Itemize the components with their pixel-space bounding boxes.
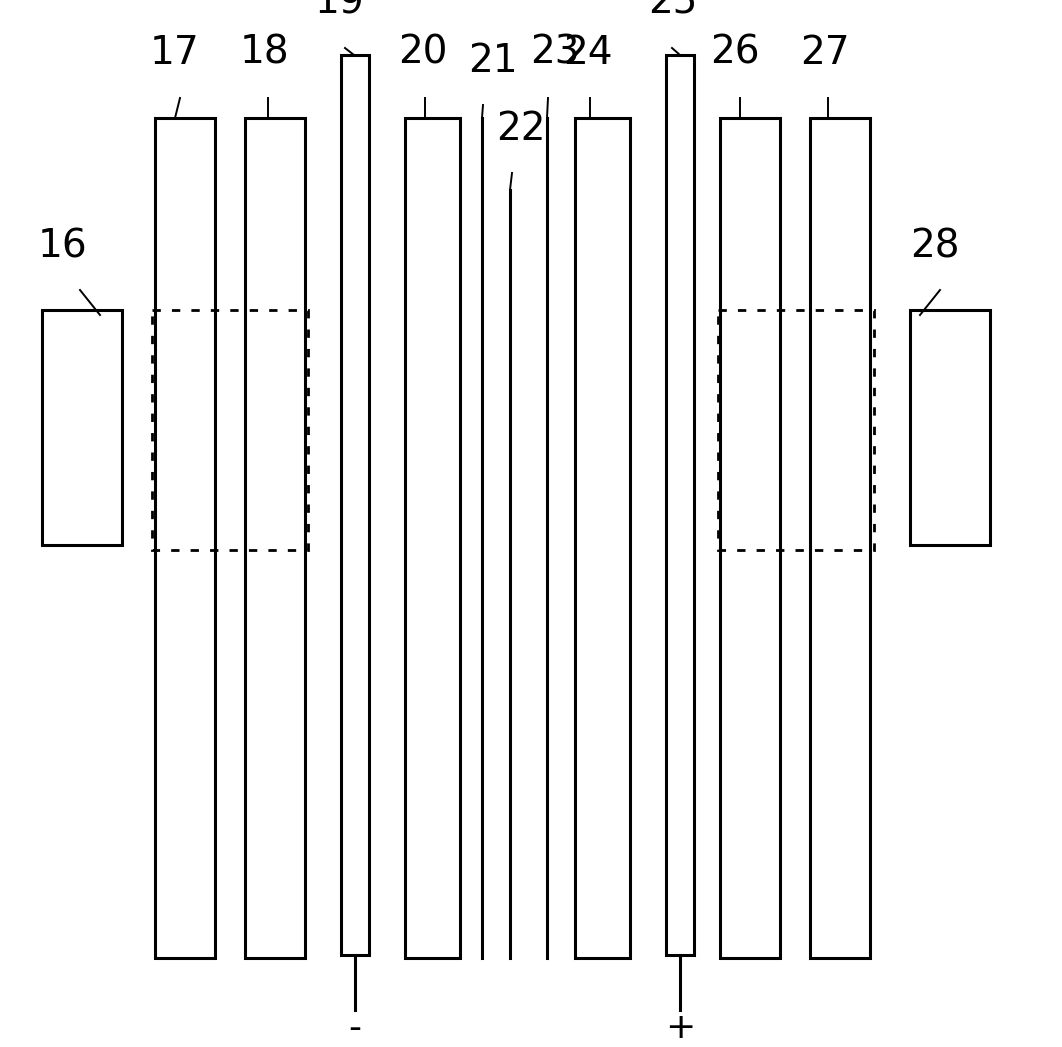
- Bar: [341, 55, 369, 955]
- Text: +: +: [665, 1011, 696, 1045]
- Bar: [405, 118, 460, 958]
- Text: 20: 20: [398, 34, 447, 72]
- Bar: [910, 310, 990, 545]
- Text: 18: 18: [240, 34, 290, 72]
- Text: 22: 22: [496, 110, 546, 148]
- Text: 27: 27: [800, 34, 850, 72]
- Text: 24: 24: [563, 34, 613, 72]
- Text: -: -: [348, 1011, 361, 1045]
- Bar: [42, 310, 122, 545]
- Text: 26: 26: [710, 34, 759, 72]
- Bar: [152, 310, 308, 550]
- Text: 23: 23: [530, 34, 580, 72]
- Bar: [720, 118, 780, 958]
- Bar: [575, 118, 630, 958]
- Bar: [155, 118, 215, 958]
- Text: 16: 16: [38, 227, 88, 265]
- Text: 25: 25: [648, 0, 698, 22]
- Bar: [245, 118, 305, 958]
- Text: 17: 17: [150, 34, 200, 72]
- Text: 28: 28: [910, 227, 959, 265]
- Text: 21: 21: [468, 42, 517, 80]
- Text: 19: 19: [315, 0, 364, 22]
- Bar: [718, 310, 874, 550]
- Bar: [810, 118, 870, 958]
- Bar: [666, 55, 693, 955]
